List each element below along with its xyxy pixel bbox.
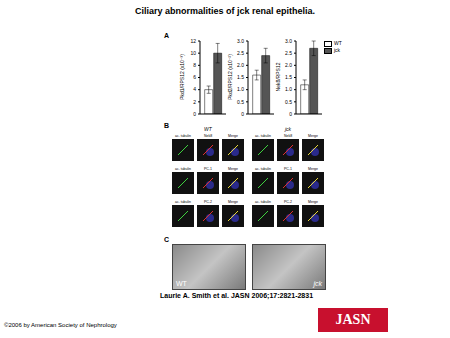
svg-text:2.5: 2.5 xyxy=(237,50,244,56)
svg-text:2.0: 2.0 xyxy=(285,62,292,68)
svg-text:0.5: 0.5 xyxy=(237,99,244,105)
html-text:Merge: Merge xyxy=(308,167,318,171)
html-text:ac. tubulin: ac. tubulin xyxy=(255,200,271,204)
html-text:Pkd2/RPS12 (x10⁻²): Pkd2/RPS12 (x10⁻²) xyxy=(227,54,233,100)
html-text:Nek8: Nek8 xyxy=(283,134,293,138)
svg-text:4: 4 xyxy=(193,86,196,92)
svg-text:0: 0 xyxy=(241,111,244,116)
svg-text:0: 0 xyxy=(289,111,292,116)
html-text:Merge: Merge xyxy=(228,134,238,138)
html-text:B: B xyxy=(164,122,170,129)
html-text:©2006 by American Society of N: ©2006 by American Society of Nephrology xyxy=(4,322,117,328)
html-text:ac. tubulin: ac. tubulin xyxy=(255,167,271,171)
html-text:Ciliary abnormalities of jck r: Ciliary abnormalities of jck renal epith… xyxy=(135,6,315,16)
html-text:PC-1: PC-1 xyxy=(204,167,212,171)
html-text:ac. tubulin: ac. tubulin xyxy=(175,134,191,138)
html-text:PC-1: PC-1 xyxy=(284,167,292,171)
html-text:ac. tubulin: ac. tubulin xyxy=(175,167,191,171)
html-text:JASN: JASN xyxy=(335,312,371,327)
html-text:Nek8/RPS12: Nek8/RPS12 xyxy=(275,62,281,92)
html-text:A: A xyxy=(164,32,170,39)
html-text:C: C xyxy=(164,236,170,243)
html-text:Merge: Merge xyxy=(308,200,318,204)
svg-text:3.0: 3.0 xyxy=(285,38,292,44)
svg-text:1.0: 1.0 xyxy=(285,86,292,92)
html-text:jck: jck xyxy=(313,280,322,287)
svg-text:6: 6 xyxy=(193,74,196,80)
html-text:Laurie A. Smith et al. JASN 20: Laurie A. Smith et al. JASN 2006;17:2821… xyxy=(160,292,313,299)
html-text:WT: WT xyxy=(204,126,212,132)
html-text:Merge: Merge xyxy=(228,200,238,204)
html-text:PC-2: PC-2 xyxy=(284,200,292,204)
html-text:Merge: Merge xyxy=(308,134,318,138)
html-text:jck: jck xyxy=(284,126,292,132)
html-text:WT: WT xyxy=(334,40,342,46)
svg-text:10: 10 xyxy=(190,50,196,56)
svg-text:1.5: 1.5 xyxy=(237,74,244,80)
html-text:WT: WT xyxy=(176,280,187,287)
svg-text:1.5: 1.5 xyxy=(285,74,292,80)
svg-text:2: 2 xyxy=(193,99,196,105)
html-text:Pkd1/RPS12 (x10⁻³): Pkd1/RPS12 (x10⁻³) xyxy=(179,54,185,100)
html-text:PC-2: PC-2 xyxy=(204,200,212,204)
html-text:ac. tubulin: ac. tubulin xyxy=(175,200,191,204)
svg-text:0.5: 0.5 xyxy=(285,99,292,105)
svg-text:8: 8 xyxy=(193,62,196,68)
svg-text:0: 0 xyxy=(193,111,196,116)
html-text:ac. tubulin: ac. tubulin xyxy=(255,134,271,138)
svg-text:12: 12 xyxy=(190,38,196,44)
html-text:Merge: Merge xyxy=(228,167,238,171)
svg-text:1.0: 1.0 xyxy=(237,86,244,92)
svg-text:2.0: 2.0 xyxy=(237,62,244,68)
html-text:jck: jck xyxy=(334,47,341,53)
svg-text:2.5: 2.5 xyxy=(285,50,292,56)
html-text:Nek8: Nek8 xyxy=(203,134,213,138)
svg-text:3.0: 3.0 xyxy=(237,38,244,44)
